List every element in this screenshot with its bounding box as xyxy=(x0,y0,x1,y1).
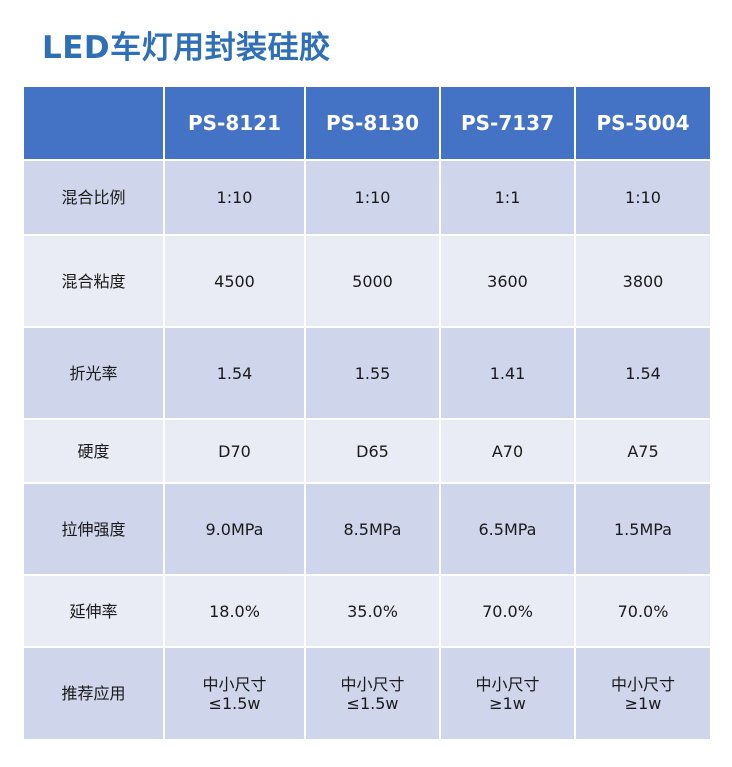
cell-line: ≤1.5w xyxy=(165,694,304,713)
table-cell: 1.5MPa xyxy=(575,483,711,575)
header-cell-product: PS-5004 xyxy=(575,86,711,160)
table-cell: A75 xyxy=(575,419,711,483)
header-row: PS-8121 PS-8130 PS-7137 PS-5004 xyxy=(23,86,711,160)
row-label: 硬度 xyxy=(23,419,164,483)
table-cell: 5000 xyxy=(305,235,440,327)
table-cell: 6.5MPa xyxy=(440,483,575,575)
table-cell: 中小尺寸 ≤1.5w xyxy=(164,647,305,740)
row-label: 延伸率 xyxy=(23,575,164,647)
table-cell: 4500 xyxy=(164,235,305,327)
table-row: 折光率 1.54 1.55 1.41 1.54 xyxy=(23,327,711,419)
cell-line: ≤1.5w xyxy=(306,694,439,713)
table-cell: 1:1 xyxy=(440,160,575,235)
table-cell: 1.54 xyxy=(575,327,711,419)
row-label: 拉伸强度 xyxy=(23,483,164,575)
header-cell-empty xyxy=(23,86,164,160)
cell-line: 中小尺寸 xyxy=(441,675,574,694)
table-row: 推荐应用 中小尺寸 ≤1.5w 中小尺寸 ≤1.5w 中小尺寸 ≥1w 中小尺寸… xyxy=(23,647,711,740)
table-cell: 3800 xyxy=(575,235,711,327)
table-cell: 1.41 xyxy=(440,327,575,419)
table-row: 延伸率 18.0% 35.0% 70.0% 70.0% xyxy=(23,575,711,647)
table-cell: 18.0% xyxy=(164,575,305,647)
table-cell: 8.5MPa xyxy=(305,483,440,575)
table-cell: D65 xyxy=(305,419,440,483)
table-cell: 1:10 xyxy=(305,160,440,235)
table-cell: 3600 xyxy=(440,235,575,327)
table-cell: 9.0MPa xyxy=(164,483,305,575)
table-cell: 1.54 xyxy=(164,327,305,419)
table-cell: 中小尺寸 ≤1.5w xyxy=(305,647,440,740)
cell-line: 中小尺寸 xyxy=(306,675,439,694)
cell-line: ≥1w xyxy=(441,694,574,713)
row-label: 混合粘度 xyxy=(23,235,164,327)
row-label: 混合比例 xyxy=(23,160,164,235)
row-label: 推荐应用 xyxy=(23,647,164,740)
table-cell: 70.0% xyxy=(575,575,711,647)
cell-line: 中小尺寸 xyxy=(576,675,710,694)
table-row: 拉伸强度 9.0MPa 8.5MPa 6.5MPa 1.5MPa xyxy=(23,483,711,575)
page-title: LED车灯用封装硅胶 xyxy=(42,22,331,67)
table-row: 硬度 D70 D65 A70 A75 xyxy=(23,419,711,483)
row-label: 折光率 xyxy=(23,327,164,419)
header-cell-product: PS-7137 xyxy=(440,86,575,160)
table-cell: A70 xyxy=(440,419,575,483)
spec-table: PS-8121 PS-8130 PS-7137 PS-5004 混合比例 1:1… xyxy=(22,85,712,741)
header-cell-product: PS-8130 xyxy=(305,86,440,160)
table-cell: 1:10 xyxy=(164,160,305,235)
cell-line: 中小尺寸 xyxy=(165,675,304,694)
table-cell: D70 xyxy=(164,419,305,483)
table-cell: 35.0% xyxy=(305,575,440,647)
cell-line: ≥1w xyxy=(576,694,710,713)
table-cell: 中小尺寸 ≥1w xyxy=(575,647,711,740)
table-cell: 中小尺寸 ≥1w xyxy=(440,647,575,740)
table-cell: 70.0% xyxy=(440,575,575,647)
table-cell: 1:10 xyxy=(575,160,711,235)
header-cell-product: PS-8121 xyxy=(164,86,305,160)
table-row: 混合比例 1:10 1:10 1:1 1:10 xyxy=(23,160,711,235)
table-row: 混合粘度 4500 5000 3600 3800 xyxy=(23,235,711,327)
table-cell: 1.55 xyxy=(305,327,440,419)
